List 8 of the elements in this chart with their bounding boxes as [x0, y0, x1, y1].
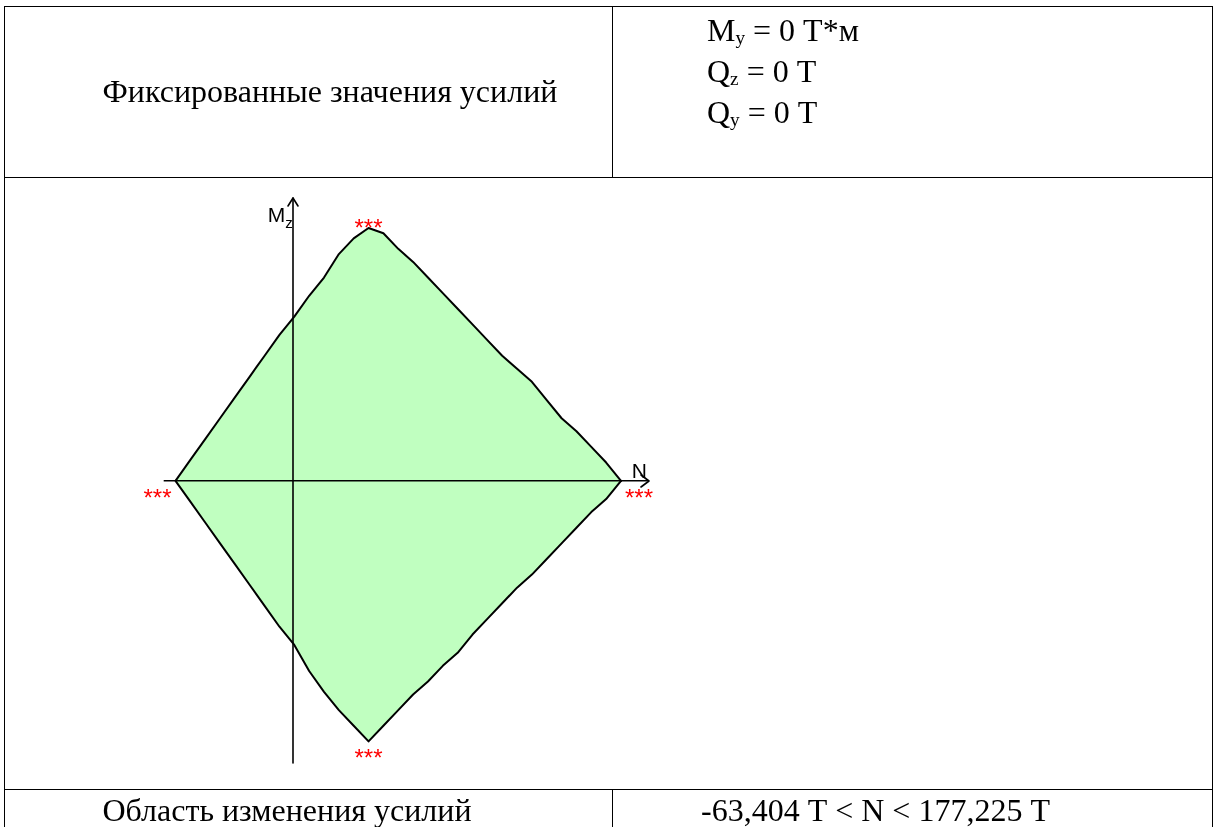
text: M$_{y}$ = 0 Т*м Q$_{z}$ = 0 Т Q$_{y}$ = 0 Т [707, 11, 859, 131]
annotation: *** [354, 214, 383, 242]
text: *** [625, 483, 654, 511]
x-axis-title: N [631, 458, 647, 482]
text: *** [143, 483, 172, 511]
text: Фиксированные значения усилий [102, 71, 558, 111]
text: *** [354, 744, 383, 772]
text: -63,404 Т < N < 177,225 Т [701, 792, 1050, 827]
